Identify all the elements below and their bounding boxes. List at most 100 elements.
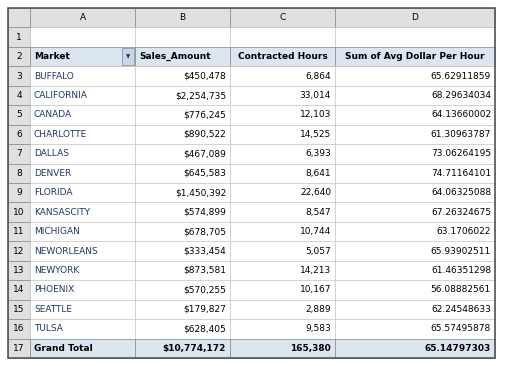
- Bar: [135, 164, 230, 183]
- Text: 7: 7: [16, 149, 22, 158]
- Text: Market: Market: [34, 52, 70, 61]
- Text: KANSASCITY: KANSASCITY: [34, 208, 90, 217]
- Bar: [135, 280, 230, 300]
- Text: $645,583: $645,583: [183, 169, 226, 178]
- Bar: [335, 105, 495, 125]
- Bar: [230, 66, 335, 86]
- Text: 14: 14: [13, 285, 25, 294]
- Bar: [30, 319, 135, 339]
- Text: SEATTLE: SEATTLE: [34, 305, 72, 314]
- Text: 9: 9: [16, 188, 22, 197]
- Text: 65.57495878: 65.57495878: [431, 324, 491, 333]
- Text: $450,478: $450,478: [183, 72, 226, 81]
- Bar: [30, 8, 135, 27]
- Bar: [335, 164, 495, 183]
- Text: $776,245: $776,245: [183, 111, 226, 119]
- Bar: [30, 280, 135, 300]
- Bar: [230, 86, 335, 105]
- Bar: [8, 300, 30, 319]
- Bar: [335, 202, 495, 222]
- Text: 8: 8: [16, 169, 22, 178]
- Text: 61.30963787: 61.30963787: [431, 130, 491, 139]
- Text: 65.62911859: 65.62911859: [431, 72, 491, 81]
- Bar: [335, 47, 495, 66]
- Text: 65.14797303: 65.14797303: [425, 344, 491, 353]
- Bar: [335, 144, 495, 164]
- Bar: [230, 241, 335, 261]
- Text: 62.24548633: 62.24548633: [431, 305, 491, 314]
- Text: DENVER: DENVER: [34, 169, 71, 178]
- Bar: [8, 183, 30, 202]
- Bar: [8, 86, 30, 105]
- Text: 4: 4: [16, 91, 22, 100]
- Text: $10,774,172: $10,774,172: [163, 344, 226, 353]
- Bar: [335, 241, 495, 261]
- Bar: [335, 319, 495, 339]
- Text: $179,827: $179,827: [183, 305, 226, 314]
- Bar: [30, 66, 135, 86]
- Text: $570,255: $570,255: [183, 285, 226, 294]
- Text: 64.13660002: 64.13660002: [431, 111, 491, 119]
- Bar: [135, 339, 230, 358]
- Text: 65.93902511: 65.93902511: [431, 247, 491, 255]
- Bar: [8, 105, 30, 125]
- Bar: [335, 27, 495, 47]
- Text: 6: 6: [16, 130, 22, 139]
- Text: $873,581: $873,581: [183, 266, 226, 275]
- Text: $2,254,735: $2,254,735: [175, 91, 226, 100]
- Text: 5: 5: [16, 111, 22, 119]
- Bar: [230, 280, 335, 300]
- Bar: [230, 8, 335, 27]
- Bar: [135, 144, 230, 164]
- Bar: [230, 319, 335, 339]
- Text: $628,405: $628,405: [183, 324, 226, 333]
- Text: 12,103: 12,103: [300, 111, 331, 119]
- Bar: [230, 339, 335, 358]
- Bar: [8, 280, 30, 300]
- Text: 68.29634034: 68.29634034: [431, 91, 491, 100]
- Text: 8,547: 8,547: [306, 208, 331, 217]
- Bar: [135, 125, 230, 144]
- Bar: [8, 8, 30, 27]
- Text: 64.06325088: 64.06325088: [431, 188, 491, 197]
- Bar: [230, 125, 335, 144]
- Bar: [8, 202, 30, 222]
- Text: ▼: ▼: [126, 54, 130, 59]
- Bar: [30, 183, 135, 202]
- Text: 10,167: 10,167: [299, 285, 331, 294]
- Bar: [8, 47, 30, 66]
- Bar: [30, 47, 135, 66]
- Bar: [335, 300, 495, 319]
- Bar: [30, 222, 135, 241]
- Bar: [122, 48, 134, 66]
- Text: 2,889: 2,889: [306, 305, 331, 314]
- Text: 10: 10: [13, 208, 25, 217]
- Text: PHOENIX: PHOENIX: [34, 285, 74, 294]
- Bar: [135, 319, 230, 339]
- Bar: [335, 339, 495, 358]
- Bar: [8, 339, 30, 358]
- Text: Grand Total: Grand Total: [34, 344, 93, 353]
- Text: FLORIDA: FLORIDA: [34, 188, 72, 197]
- Bar: [8, 222, 30, 241]
- Bar: [335, 125, 495, 144]
- Bar: [335, 8, 495, 27]
- Text: CANADA: CANADA: [34, 111, 72, 119]
- Text: 61.46351298: 61.46351298: [431, 266, 491, 275]
- Bar: [30, 125, 135, 144]
- Text: $678,705: $678,705: [183, 227, 226, 236]
- Bar: [230, 27, 335, 47]
- Bar: [135, 27, 230, 47]
- Text: C: C: [279, 13, 285, 22]
- Text: NEWORLEANS: NEWORLEANS: [34, 247, 98, 255]
- Bar: [30, 300, 135, 319]
- Text: 5,057: 5,057: [305, 247, 331, 255]
- Text: 74.71164101: 74.71164101: [431, 169, 491, 178]
- Bar: [30, 164, 135, 183]
- Text: 1: 1: [16, 33, 22, 42]
- Bar: [135, 241, 230, 261]
- Text: 14,213: 14,213: [300, 266, 331, 275]
- Bar: [30, 339, 135, 358]
- Text: CHARLOTTE: CHARLOTTE: [34, 130, 87, 139]
- Bar: [230, 144, 335, 164]
